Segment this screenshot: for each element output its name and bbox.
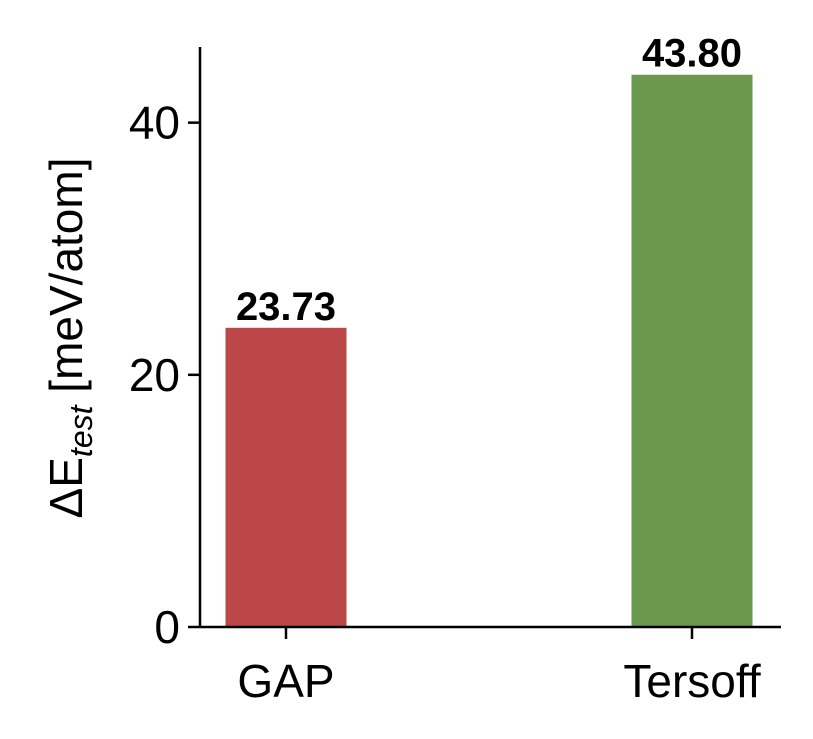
y-ticks-group: 0 20 40 bbox=[129, 97, 200, 653]
x-tick-label-tersoff: Tersoff bbox=[623, 655, 760, 707]
x-ticks-group: GAP Tersoff bbox=[237, 627, 761, 707]
value-label-tersoff: 43.80 bbox=[642, 32, 742, 76]
y-tick-label-0: 0 bbox=[154, 601, 180, 653]
y-axis-label-base: ΔE bbox=[40, 457, 92, 518]
bars-group bbox=[225, 74, 753, 627]
bar-gap bbox=[225, 327, 347, 627]
y-axis-label-unit-spacer bbox=[40, 393, 92, 406]
y-axis-label: ΔEtest [meV/atom] bbox=[40, 158, 99, 519]
y-axis-label-unit: [meV/atom] bbox=[40, 158, 92, 393]
y-tick-label-40: 40 bbox=[129, 97, 180, 149]
bar-tersoff bbox=[631, 74, 753, 627]
value-label-gap: 23.73 bbox=[236, 285, 336, 329]
y-tick-label-20: 20 bbox=[129, 349, 180, 401]
value-labels-group: 23.73 43.80 bbox=[236, 32, 742, 329]
y-axis-label-subscript: test bbox=[63, 404, 99, 457]
x-tick-label-gap: GAP bbox=[237, 655, 334, 707]
